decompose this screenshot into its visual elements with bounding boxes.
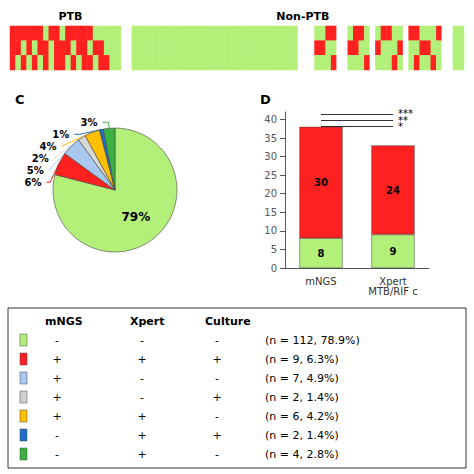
svg-text:+: +: [212, 429, 221, 442]
svg-text:Non-PTB: Non-PTB: [276, 10, 329, 23]
svg-text:(n = 112, 78.9%): (n = 112, 78.9%): [265, 334, 360, 347]
svg-text:-: -: [140, 391, 144, 404]
svg-text:(n = 2, 1.4%): (n = 2, 1.4%): [265, 391, 339, 404]
svg-text:3%: 3%: [81, 117, 98, 128]
svg-text:6%: 6%: [24, 177, 41, 188]
svg-text:-: -: [140, 372, 144, 385]
svg-text:4%: 4%: [40, 141, 57, 152]
svg-text:8: 8: [318, 248, 325, 259]
svg-text:(n = 4, 2.8%): (n = 4, 2.8%): [265, 448, 339, 461]
svg-text:+: +: [52, 353, 61, 366]
svg-text:PTB: PTB: [58, 10, 82, 23]
svg-text:5: 5: [271, 244, 277, 255]
svg-text:20: 20: [264, 188, 277, 199]
svg-text:-: -: [55, 334, 59, 347]
svg-text:-: -: [140, 334, 144, 347]
svg-text:-: -: [215, 334, 219, 347]
svg-text:Xpert: Xpert: [130, 315, 165, 328]
svg-text:mNGS: mNGS: [45, 315, 83, 328]
svg-text:24: 24: [386, 185, 400, 196]
svg-text:5%: 5%: [27, 165, 44, 176]
svg-text:25: 25: [264, 170, 277, 181]
svg-text:30: 30: [314, 177, 328, 188]
svg-text:+: +: [137, 410, 146, 423]
svg-text:10: 10: [264, 225, 277, 236]
svg-text:0: 0: [271, 263, 277, 274]
svg-text:-: -: [55, 429, 59, 442]
svg-text:MTB/RIF c: MTB/RIF c: [368, 286, 417, 297]
svg-text:(n = 6, 4.2%): (n = 6, 4.2%): [265, 410, 339, 423]
svg-text:+: +: [212, 353, 221, 366]
svg-text:D: D: [260, 92, 271, 107]
svg-text:+: +: [52, 372, 61, 385]
svg-text:2%: 2%: [32, 153, 49, 164]
svg-text:Culture: Culture: [205, 315, 251, 328]
svg-text:+: +: [52, 391, 61, 404]
svg-text:15: 15: [264, 207, 277, 218]
svg-text:-: -: [215, 372, 219, 385]
svg-text:35: 35: [264, 133, 277, 144]
svg-text:79%: 79%: [121, 210, 150, 224]
svg-text:-: -: [55, 448, 59, 461]
svg-text:+: +: [137, 429, 146, 442]
svg-text:Xpert: Xpert: [379, 275, 407, 287]
svg-text:+: +: [137, 353, 146, 366]
svg-text:+: +: [52, 410, 61, 423]
svg-text:40: 40: [264, 114, 277, 125]
svg-text:9: 9: [390, 246, 397, 257]
svg-text:30: 30: [264, 151, 277, 162]
svg-text:-: -: [215, 448, 219, 461]
svg-text:(n = 7, 4.9%): (n = 7, 4.9%): [265, 372, 339, 385]
svg-text:(n = 9, 6.3%): (n = 9, 6.3%): [265, 353, 339, 366]
svg-text:1%: 1%: [52, 129, 69, 140]
svg-text:(n = 2, 1.4%): (n = 2, 1.4%): [265, 429, 339, 442]
svg-text:+: +: [212, 391, 221, 404]
svg-text:+: +: [137, 448, 146, 461]
svg-text:C: C: [15, 92, 25, 107]
svg-text:-: -: [215, 410, 219, 423]
svg-text:mNGS: mNGS: [305, 276, 336, 287]
svg-text:*: *: [398, 121, 403, 132]
